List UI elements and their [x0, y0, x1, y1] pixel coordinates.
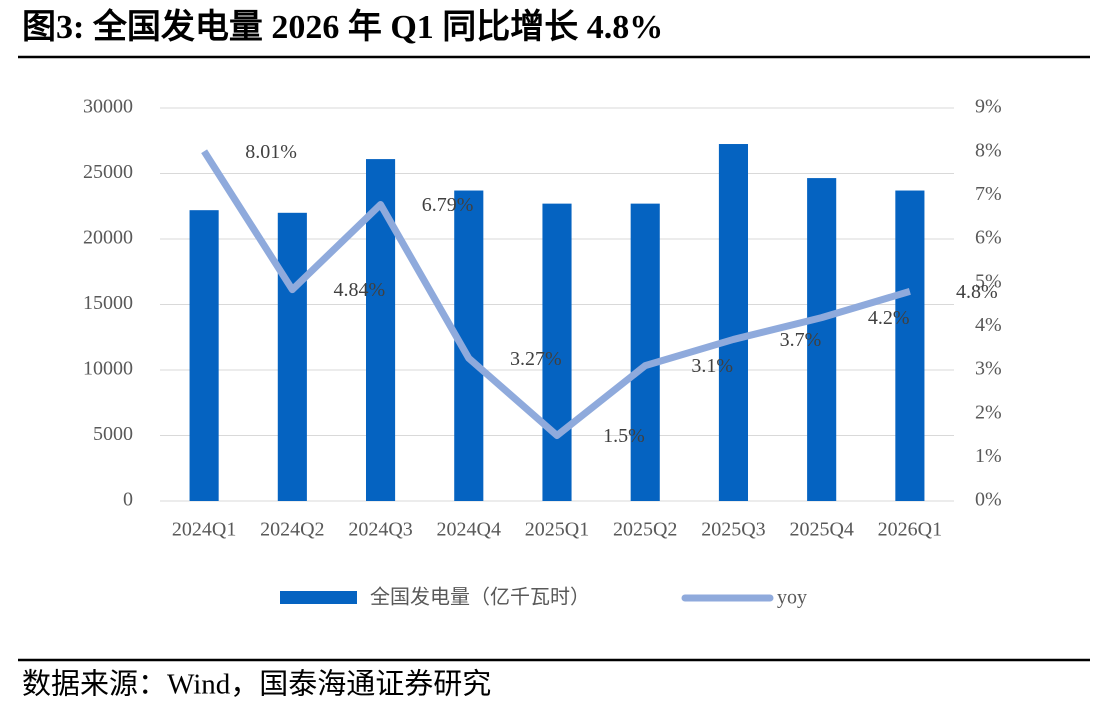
legend-swatch — [280, 591, 357, 604]
data-label: 4.8% — [956, 281, 998, 303]
bar — [542, 203, 572, 501]
x-tick-label: 2026Q1 — [878, 519, 942, 541]
data-label: 6.79% — [422, 194, 474, 216]
y-tick-label: 20000 — [83, 227, 133, 249]
y2-tick-label: 9% — [975, 96, 1002, 118]
y-tick-label: 15000 — [83, 292, 133, 314]
bar — [277, 212, 307, 502]
x-tick-label: 2025Q3 — [701, 519, 765, 541]
legend-label: 全国发电量（亿千瓦时） — [370, 586, 590, 609]
data-label: 3.27% — [510, 348, 562, 370]
y2-tick-label: 7% — [975, 183, 1002, 205]
data-label: 4.2% — [868, 307, 910, 329]
x-tick-label: 2024Q2 — [260, 519, 324, 541]
bar — [718, 144, 749, 501]
y2-tick-label: 3% — [975, 358, 1002, 380]
bar — [630, 203, 660, 501]
y-tick-label: 30000 — [83, 96, 133, 118]
x-tick-label: 2025Q1 — [525, 519, 589, 541]
y2-tick-label: 8% — [975, 139, 1002, 161]
y-tick-label: 25000 — [83, 161, 133, 183]
bar — [895, 190, 925, 501]
y2-tick-label: 6% — [975, 227, 1002, 249]
line — [201, 149, 911, 439]
y2-tick-label: 5% — [975, 270, 1002, 292]
chart-title: 图3: 全国发电量 2026 年 Q1 同比增长 4.8% — [22, 7, 663, 46]
x-tick-label: 2024Q1 — [172, 519, 236, 541]
y-tick-label: 0 — [123, 489, 133, 511]
data-label: 3.7% — [780, 329, 822, 351]
y2-tick-label: 4% — [975, 314, 1002, 336]
data-label: 4.84% — [333, 279, 385, 301]
x-tick-label: 2024Q3 — [348, 519, 412, 541]
data-label: 3.1% — [691, 355, 733, 377]
data-label: 1.5% — [603, 425, 645, 447]
x-tick-label: 2024Q4 — [437, 519, 501, 541]
source: 数据来源：Wind，国泰海通证券研究 — [22, 668, 491, 701]
y2-tick-label: 1% — [975, 445, 1002, 467]
y-tick-label: 10000 — [83, 358, 133, 380]
bar — [807, 178, 837, 501]
data-label: 8.01% — [245, 141, 297, 163]
y2-tick-label: 2% — [975, 401, 1002, 423]
y-tick-label: 5000 — [93, 423, 133, 445]
y2-tick-label: 0% — [975, 489, 1002, 511]
bar — [189, 210, 219, 501]
legend-label: yoy — [777, 587, 807, 609]
x-tick-label: 2025Q2 — [613, 519, 677, 541]
x-tick-label: 2025Q4 — [789, 519, 853, 541]
